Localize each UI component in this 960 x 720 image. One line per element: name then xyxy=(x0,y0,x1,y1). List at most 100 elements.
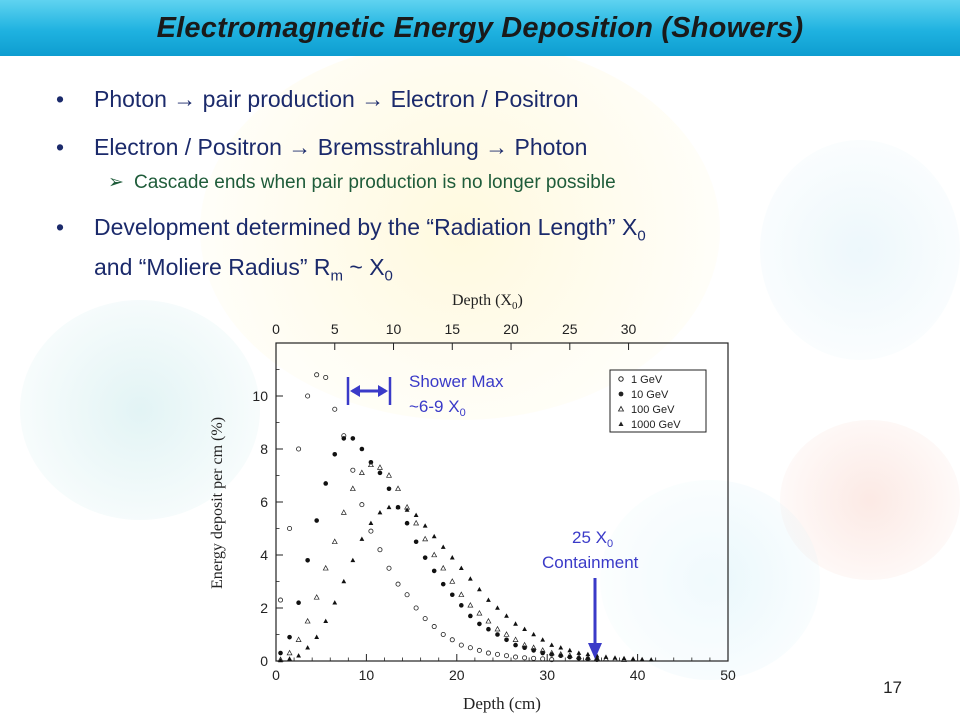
top-tick-label: 5 xyxy=(331,321,339,337)
data-point-100gev xyxy=(467,602,474,608)
data-point-10gev xyxy=(504,637,509,643)
data-point-100gev xyxy=(476,609,483,616)
data-point-1000gev xyxy=(440,544,446,549)
data-point-1000gev xyxy=(612,655,618,660)
data-point-1000gev xyxy=(422,523,428,528)
text-run: and “Moliere Radius” R xyxy=(94,253,331,280)
y-tick-label: 2 xyxy=(260,600,268,616)
legend-marker-1000gev xyxy=(618,421,624,426)
data-point-1000gev xyxy=(305,645,311,650)
containment-depth-subscript: 0 xyxy=(607,538,613,550)
data-point-100gev xyxy=(358,469,365,475)
data-point-1000gev xyxy=(296,653,301,658)
bullet-text-line2: and “Moliere Radius” Rm ~ X0 xyxy=(94,253,393,285)
top-tick-label: 10 xyxy=(386,321,402,337)
bullet-marker: • xyxy=(56,86,65,112)
data-point-100gev xyxy=(313,594,320,600)
data-point-100gev xyxy=(322,564,329,571)
x-tick-label: 10 xyxy=(359,667,375,683)
subscript: m xyxy=(330,267,343,285)
shower-max-label: Shower Max xyxy=(409,372,504,391)
data-point-1gev xyxy=(305,393,311,399)
data-point-10gev xyxy=(314,518,319,523)
data-point-10gev xyxy=(431,568,437,574)
data-point-10gev xyxy=(359,446,365,452)
data-point-100gev xyxy=(440,564,447,571)
x-tick-label: 40 xyxy=(630,667,646,683)
shower-max-range-text: ~6-9 X xyxy=(409,397,460,416)
shower-max-range-subscript: 0 xyxy=(460,407,466,419)
data-point-100gev xyxy=(557,651,564,657)
background-decoration xyxy=(20,300,260,520)
data-point-1000gev xyxy=(341,578,347,584)
top-axis-label-paren: ) xyxy=(517,292,522,309)
data-point-100gev xyxy=(376,464,383,470)
data-point-100gev xyxy=(367,461,374,468)
data-point-100gev xyxy=(521,641,528,648)
arrow-down-icon xyxy=(588,643,602,659)
data-point-100gev xyxy=(485,617,492,624)
data-point-1000gev xyxy=(486,597,491,602)
legend-label-10gev: 10 GeV xyxy=(631,389,669,401)
data-point-1000gev xyxy=(386,504,392,510)
data-point-1000gev xyxy=(278,657,283,663)
data-point-100gev xyxy=(349,485,356,491)
data-point-10gev xyxy=(440,581,446,587)
data-point-100gev xyxy=(593,655,600,661)
data-point-10gev xyxy=(422,555,428,560)
legend-box xyxy=(609,369,707,433)
data-point-1000gev xyxy=(377,510,383,515)
top-tick-label: 15 xyxy=(444,321,460,337)
data-point-1000gev xyxy=(585,651,591,657)
arrow-left-icon xyxy=(350,385,360,397)
data-point-100gev xyxy=(286,649,293,656)
y-tick-label: 8 xyxy=(260,441,268,457)
data-point-1gev xyxy=(404,592,410,598)
data-point-100gev xyxy=(512,636,519,642)
data-point-1000gev xyxy=(404,507,410,512)
data-point-1000gev xyxy=(567,647,573,653)
x-tick-label: 0 xyxy=(272,667,280,683)
data-point-10gev xyxy=(459,603,464,608)
data-point-1gev xyxy=(386,565,392,571)
data-point-1000gev xyxy=(504,613,509,618)
data-point-1000gev xyxy=(449,555,455,560)
legend-marker-100gev xyxy=(617,405,625,412)
data-point-1gev xyxy=(431,624,437,630)
data-point-1gev xyxy=(540,656,546,662)
containment-depth: 25 X0 xyxy=(572,528,613,550)
data-point-100gev xyxy=(503,631,510,637)
background-decoration xyxy=(780,420,960,580)
data-point-1gev xyxy=(449,637,455,643)
data-point-1gev xyxy=(323,374,329,380)
x-tick-label: 30 xyxy=(539,667,555,683)
data-point-1000gev xyxy=(603,654,609,659)
bullet-marker: • xyxy=(56,214,65,240)
data-point-1000gev xyxy=(495,605,500,610)
data-point-1gev xyxy=(296,446,302,452)
data-point-100gev xyxy=(458,591,465,597)
data-point-10gev xyxy=(486,626,491,632)
data-point-1000gev xyxy=(621,655,627,661)
data-point-1gev xyxy=(504,653,510,659)
data-point-10gev xyxy=(350,436,356,441)
data-point-1000gev xyxy=(540,637,546,642)
legend-marker-1gev xyxy=(618,376,624,382)
data-point-1gev xyxy=(413,605,419,611)
data-point-1gev xyxy=(287,525,293,531)
data-point-100gev xyxy=(431,551,438,558)
sub-bullet-item: ➢ Cascade ends when pair production is n… xyxy=(108,170,916,196)
slide-title: Electromagnetic Energy Deposition (Showe… xyxy=(156,11,804,44)
data-point-1000gev xyxy=(549,642,555,647)
subscript: 0 xyxy=(384,267,393,285)
data-point-1000gev xyxy=(630,656,636,661)
shower-max-annotation: Shower Max ~6-9 X0 xyxy=(346,372,504,419)
data-point-1000gev xyxy=(368,520,374,525)
data-point-100gev xyxy=(331,538,338,544)
data-point-1gev xyxy=(494,651,500,657)
data-point-10gev xyxy=(449,592,455,598)
sub-bullet-text: Cascade ends when pair production is no … xyxy=(134,172,616,193)
data-point-1gev xyxy=(314,372,320,378)
top-axis-ticks: 0 5 10 15 20 25 30 xyxy=(272,321,637,350)
data-point-1000gev xyxy=(323,618,329,624)
